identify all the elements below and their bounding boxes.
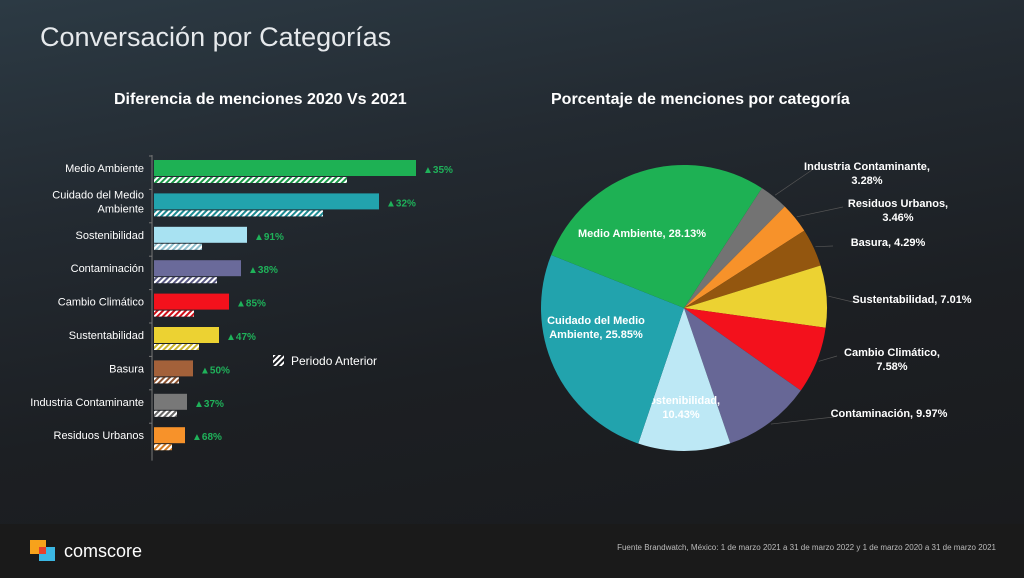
change-label: ▲32% [386,198,416,209]
slice-label: Industria Contaminante, [804,161,930,173]
footer [0,524,1024,578]
slice-label: Sustentabilidad, 7.01% [852,294,971,306]
bar-current [154,293,229,310]
slice-label: 10.43% [662,409,700,421]
category-label: Residuos Urbanos [54,430,145,442]
slice-label: 7.58% [876,361,907,373]
category-label: Cuidado del Medio [52,189,144,201]
bar-previous [154,177,347,183]
leader-line [828,295,858,304]
pie-slice [551,165,762,308]
change-label: ▲68% [192,432,222,443]
leader-line [774,169,813,196]
pie-slice [684,308,801,444]
slice-label: 3.28% [851,175,882,187]
slice-label: 3.46% [882,212,913,224]
bar-current [154,393,187,410]
leader-line [770,416,835,425]
pie-slice [638,308,731,451]
legend-hatch-icon [273,355,284,366]
bar-current [154,327,219,343]
source-note: Fuente Brandwatch, México: 1 de marzo 20… [617,543,996,552]
bar-previous [154,310,194,317]
pie-slice [684,265,828,328]
change-label: ▲91% [254,232,284,243]
slice-label: Cuidado del Medio [547,315,645,327]
change-label: ▲50% [200,365,230,376]
pie-slice [541,255,684,444]
leader-line [815,245,834,248]
category-label: Ambiente [98,203,144,215]
bar-previous [154,410,177,417]
category-label: Sostenibilidad [76,230,145,242]
leader-line [818,355,838,362]
change-label: ▲85% [236,299,266,310]
slice-label: Basura, 4.29% [851,237,926,249]
pie-slice [684,206,805,308]
pie-slice [684,188,785,308]
bar-previous [154,377,179,384]
slice-label: Medio Ambiente, 28.13% [578,228,706,240]
comscore-logo: comscore [30,540,142,562]
comscore-logo-icon [30,540,55,561]
category-label: Sustentabilidad [69,330,144,342]
category-label: Industria Contaminante [30,397,144,409]
pie-chart-title: Porcentaje de menciones por categoría [551,91,850,108]
bar-previous [154,444,172,451]
legend-label: Periodo Anterior [291,354,377,368]
bar-previous [154,344,199,350]
slice-label: Ambiente, 25.85% [549,329,643,341]
bar-current [154,260,241,277]
bar-current [154,360,193,377]
slice-label: Residuos Urbanos, [848,198,948,210]
bar-current [154,193,379,210]
bar-previous [154,210,323,217]
slice-label: Sostenibilidad, [642,395,720,407]
bar-current [154,427,185,444]
change-label: ▲38% [248,265,278,276]
bar-current [154,160,416,176]
bar-previous [154,277,217,284]
bar-previous [154,243,202,250]
pie-slice [684,230,821,308]
change-label: ▲35% [423,165,453,176]
brand-name: comscore [64,540,143,561]
leader-line [796,206,844,218]
pie-slice [684,308,826,391]
category-label: Medio Ambiente [65,163,144,175]
bar-current [154,226,247,243]
change-label: ▲47% [226,332,256,343]
page-title: Conversación por Categorías [40,22,392,52]
change-label: ▲37% [194,399,224,410]
category-label: Contaminación [71,263,144,275]
slice-label: Contaminación, 9.97% [831,408,948,420]
category-label: Cambio Climático [58,297,144,309]
category-label: Basura [109,363,145,375]
bar-chart-title: Diferencia de menciones 2020 Vs 2021 [114,91,407,108]
slice-label: Cambio Climático, [844,347,940,359]
